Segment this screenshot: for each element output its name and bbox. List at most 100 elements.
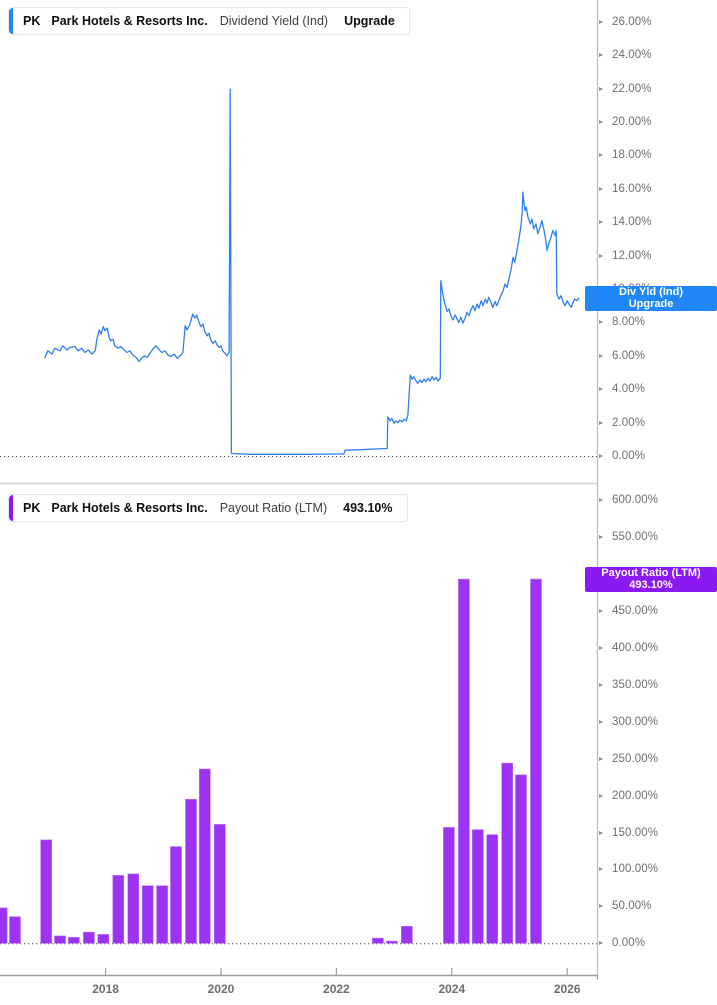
- payout-ratio-bar[interactable]: [54, 935, 66, 944]
- payout-ratio-bar[interactable]: [501, 762, 514, 944]
- badge-upgrade-label[interactable]: Upgrade: [628, 298, 674, 311]
- payout-ratio-bar[interactable]: [530, 578, 542, 944]
- company-name: Park Hotels & Resorts Inc.: [51, 14, 208, 28]
- y-axis-tick-marker: [599, 608, 603, 613]
- payout-ratio-bar[interactable]: [170, 846, 182, 944]
- payout-ratio-bar[interactable]: [9, 916, 21, 944]
- y-axis-tick-label: 0.00%: [612, 450, 646, 462]
- x-axis-year-label: 2020: [207, 982, 235, 996]
- payout-ratio-bar[interactable]: [156, 885, 168, 944]
- y-axis-tick-marker: [599, 904, 603, 909]
- y-axis-tick-marker: [599, 186, 603, 191]
- y-axis-tick-marker: [599, 793, 603, 798]
- y-axis-tick-marker: [599, 153, 603, 158]
- y-axis-tick-marker: [599, 682, 603, 687]
- y-axis-tick-marker: [599, 120, 603, 124]
- y-axis-tick-label: 18.00%: [612, 149, 652, 162]
- dividend-yield-series-header[interactable]: PK Park Hotels & Resorts Inc. Dividend Y…: [8, 7, 410, 35]
- y-axis-tick-marker: [599, 756, 603, 761]
- payout-ratio-bar[interactable]: [0, 907, 8, 944]
- y-axis-tick-label: 100.00%: [612, 863, 659, 876]
- payout-ratio-bar[interactable]: [214, 824, 226, 944]
- x-axis-year-label: 2018: [92, 982, 119, 996]
- payout-ratio-bar[interactable]: [486, 834, 499, 944]
- payout-ratio-bar[interactable]: [68, 937, 80, 944]
- payout-ratio-bar[interactable]: [141, 885, 154, 944]
- payout-ratio-bar[interactable]: [97, 934, 110, 944]
- div-yld-axis-badge[interactable]: Div Yld (Ind) Upgrade: [585, 285, 717, 311]
- payout-ratio-series-header[interactable]: PK Park Hotels & Resorts Inc. Payout Rat…: [8, 494, 408, 522]
- payout-ratio-bar[interactable]: [112, 875, 125, 944]
- payout-ratio-value: 493.10%: [343, 501, 393, 515]
- y-axis-tick-label: 300.00%: [612, 715, 659, 728]
- y-axis-tick-marker: [599, 454, 603, 458]
- y-axis-tick-marker: [599, 387, 603, 392]
- y-axis-tick-label: 150.00%: [612, 826, 659, 839]
- payout-ratio-bar[interactable]: [83, 931, 95, 944]
- x-axis-year-label: 2022: [323, 982, 350, 996]
- y-axis-tick-label: 4.00%: [612, 383, 646, 396]
- y-axis-tick-label: 12.00%: [612, 249, 652, 262]
- y-axis-tick-label: 350.00%: [612, 678, 659, 691]
- upgrade-link[interactable]: Upgrade: [344, 14, 395, 28]
- y-axis-tick-marker: [599, 645, 603, 650]
- y-axis-tick-label: 50.00%: [612, 900, 652, 913]
- payout-ratio-bar[interactable]: [400, 925, 413, 944]
- y-axis-tick-marker: [599, 535, 603, 540]
- y-axis-tick-label: 250.00%: [612, 752, 659, 765]
- y-axis-tick-label: 6.00%: [612, 349, 646, 362]
- y-axis-tick-marker: [599, 498, 603, 503]
- payout-ratio-bar[interactable]: [458, 578, 470, 944]
- company-name: Park Hotels & Resorts Inc.: [51, 501, 208, 515]
- badge-metric-label: Div Yld (Ind): [619, 286, 683, 299]
- payout-ratio-bar[interactable]: [385, 940, 398, 944]
- y-axis-tick-marker: [599, 53, 603, 58]
- y-axis-tick-label: 8.00%: [612, 316, 646, 329]
- series-accent-bar-purple: [9, 495, 13, 521]
- payout-ratio-bar[interactable]: [443, 827, 455, 944]
- y-axis-tick-marker: [599, 353, 603, 358]
- x-axis-year-label: 2024: [438, 982, 466, 996]
- badge-value-label: 493.10%: [629, 579, 673, 592]
- payout-ratio-bar[interactable]: [185, 798, 197, 944]
- y-axis-tick-label: 200.00%: [612, 789, 659, 802]
- y-axis-tick-marker: [599, 830, 603, 835]
- series-accent-bar-blue: [9, 8, 13, 34]
- y-axis-tick-label: 0.00%: [612, 937, 646, 950]
- payout-ratio-bar[interactable]: [40, 839, 53, 944]
- y-axis-tick-label: 22.00%: [612, 82, 652, 95]
- payout-ratio-axis-badge: Payout Ratio (LTM) 493.10%: [585, 566, 717, 592]
- x-axis-year-label: 2026: [553, 982, 581, 996]
- y-axis-tick-marker: [599, 719, 603, 724]
- y-axis-tick-label: 400.00%: [612, 641, 659, 654]
- y-axis-tick-label: 550.00%: [612, 531, 659, 544]
- y-axis-tick-label: 450.00%: [612, 604, 659, 617]
- payout-ratio-bar[interactable]: [372, 937, 384, 944]
- ticker-label: PK: [23, 501, 41, 515]
- metric-name: Dividend Yield (Ind): [219, 14, 329, 28]
- dividend-yield-line[interactable]: [44, 88, 580, 455]
- y-axis-tick-marker: [599, 253, 603, 258]
- payout-ratio-bar[interactable]: [127, 873, 140, 944]
- y-axis-tick-label: 24.00%: [612, 49, 652, 62]
- y-axis-tick-marker: [599, 86, 603, 91]
- payout-ratio-bar[interactable]: [199, 768, 211, 944]
- y-axis-tick-label: 2.00%: [612, 416, 646, 429]
- metric-name: Payout Ratio (LTM): [219, 501, 328, 515]
- y-axis-tick-marker: [599, 941, 603, 946]
- y-axis-tick-label: 600.00%: [612, 494, 659, 507]
- y-axis-tick-marker: [599, 220, 603, 225]
- y-axis-tick-marker: [599, 19, 603, 24]
- y-axis-tick-marker: [599, 420, 603, 425]
- ticker-label: PK: [23, 14, 41, 28]
- payout-ratio-bar[interactable]: [471, 829, 484, 944]
- y-axis-tick-marker: [599, 867, 603, 872]
- y-axis-tick-label: 20.00%: [612, 116, 652, 128]
- y-axis-tick-label: 26.00%: [612, 15, 652, 28]
- y-axis-tick-marker: [599, 320, 603, 325]
- y-axis-tick-label: 14.00%: [612, 216, 652, 229]
- badge-metric-label: Payout Ratio (LTM): [601, 567, 701, 580]
- payout-ratio-bar[interactable]: [515, 774, 527, 944]
